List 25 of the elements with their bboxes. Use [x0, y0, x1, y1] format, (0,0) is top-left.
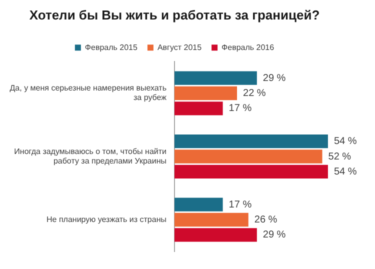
bar	[174, 71, 257, 85]
y-tick-label: Да, у меня серьезные намерения выехать за рубеж	[10, 84, 168, 102]
bar	[174, 212, 248, 227]
legend-label: Август 2015	[157, 42, 202, 52]
data-label: 52 %	[328, 151, 352, 162]
bar	[174, 102, 223, 116]
data-label: 22 %	[243, 88, 266, 99]
data-label: 54 %	[334, 136, 357, 148]
data-label: 54 %	[334, 166, 357, 178]
bar	[174, 164, 328, 179]
bar	[174, 150, 322, 164]
y-tick-label: Иногда задумываюсь о том, чтобы найти работу за пределами Украины	[14, 146, 167, 166]
bar	[174, 198, 223, 212]
y-tick-label: Не планирую уезжать из страны	[46, 214, 167, 224]
bar	[174, 86, 238, 100]
bar	[174, 134, 328, 148]
data-label: 17 %	[228, 199, 252, 210]
chart-title: Хотели бы Вы жить и работать за границей?	[29, 7, 320, 22]
data-label: 17 %	[228, 103, 252, 114]
bar	[174, 228, 257, 242]
data-label: 29 %	[262, 72, 286, 84]
data-label: 26 %	[254, 214, 278, 226]
data-label: 29 %	[262, 230, 286, 241]
legend-label: Февраль 2016	[222, 42, 275, 52]
legend-label: Февраль 2015	[84, 42, 138, 52]
